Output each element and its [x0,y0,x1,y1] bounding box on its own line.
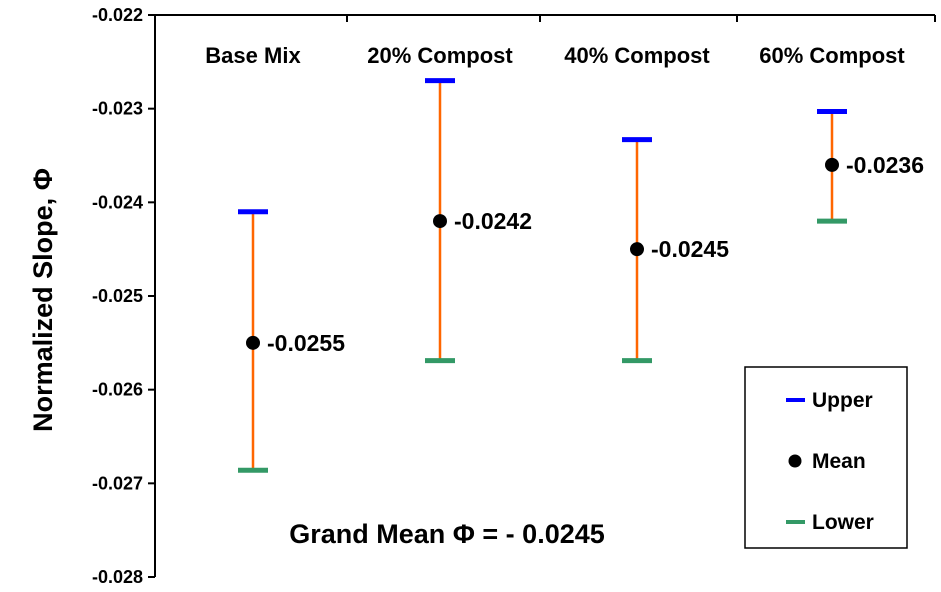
data-marks: -0.0255 -0.0242 -0.0245 -0.0236 [238,78,924,473]
y-tick-label: -0.024 [92,192,143,212]
mean-point [433,214,447,229]
mean-point [246,335,260,350]
y-tick-label: -0.023 [92,99,143,119]
y-tick-label: -0.025 [92,286,143,306]
y-tick-label: -0.022 [92,5,143,25]
mean-point [630,242,644,257]
y-axis: -0.022 -0.023 -0.024 -0.025 -0.026 -0.027 -0.0… [92,5,936,587]
grand-mean-annotation: Grand Mean Φ = - 0.0245 [289,519,605,549]
legend-mean-label: Mean [812,450,866,473]
y-axis-label: Normalized Slope, Φ [28,168,58,432]
legend-box [744,366,908,549]
legend: Upper Mean Lower [744,366,908,549]
category-label: 20% Compost [367,43,513,68]
category-labels: Base Mix 20% Compost 40% Compost 60% Compos… [205,43,905,68]
mean-data-label: -0.0245 [651,236,729,262]
category-label: 60% Compost [759,43,905,68]
legend-upper-label: Upper [812,389,873,412]
mean-data-label: -0.0242 [454,208,532,234]
mean-data-label: -0.0236 [846,152,924,178]
category-label: 40% Compost [564,43,710,68]
y-tick-label: -0.026 [92,380,143,400]
mean-point [825,157,839,172]
category-label: Base Mix [205,43,301,68]
legend-lower-label: Lower [812,511,874,534]
legend-mean-marker [788,454,802,468]
y-tick-label: -0.028 [92,567,143,587]
mean-data-label: -0.0255 [267,330,345,356]
y-tick-label: -0.027 [92,473,143,493]
